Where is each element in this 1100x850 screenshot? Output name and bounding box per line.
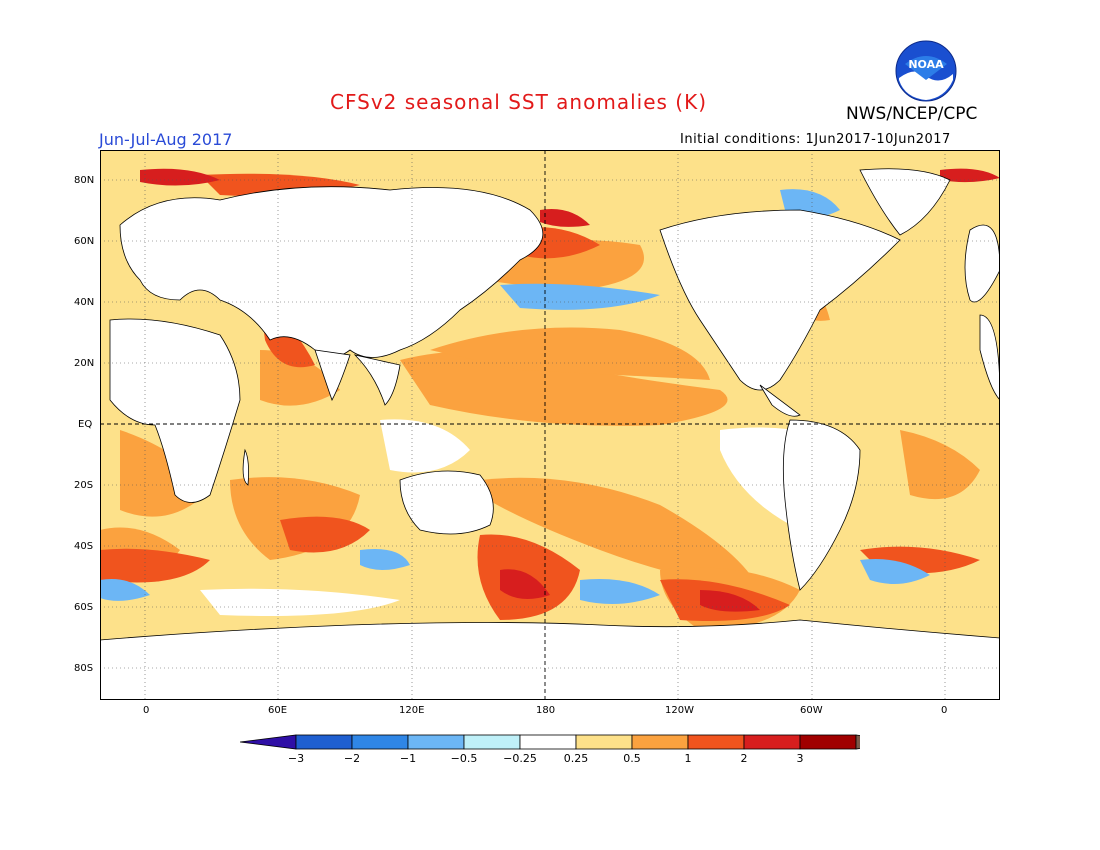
lat-label: 80N — [74, 175, 95, 186]
initial-conditions: Initial conditions: 1Jun2017-10Jun2017 — [680, 132, 951, 147]
lat-label: 20N — [74, 358, 95, 369]
lon-label: 180 — [536, 705, 556, 716]
lat-label: 60S — [74, 602, 94, 613]
colorbar-cell — [743, 734, 801, 750]
colorbar-label: −0.25 — [503, 752, 537, 765]
lat-label: 40S — [74, 541, 94, 552]
land-masses — [100, 168, 1000, 700]
colorbar-label: 0.25 — [563, 752, 589, 765]
colorbar-label: −1 — [399, 752, 417, 765]
lat-label: 40N — [74, 297, 95, 308]
lon-label: 0 — [143, 705, 150, 716]
lon-label: 120W — [665, 705, 694, 716]
cool-anomaly-regions — [100, 189, 930, 604]
svg-text:NOAA: NOAA — [908, 58, 944, 71]
colorbar-label: 2 — [740, 752, 748, 765]
colorbar-cell — [799, 734, 857, 750]
equator-dateline — [100, 150, 1000, 700]
colorbar-label: −3 — [287, 752, 305, 765]
forecast-period: Jun-Jul-Aug 2017 — [99, 130, 233, 149]
map-title: CFSv2 seasonal SST anomalies (K) — [330, 90, 707, 114]
colorbar-cell — [351, 734, 409, 750]
noaa-logo: NOAA — [895, 40, 957, 102]
colorbar-label: 0.5 — [623, 752, 641, 765]
colorbar-arrow-high — [855, 734, 860, 750]
lat-label: 20S — [74, 480, 94, 491]
colorbar-label: 3 — [796, 752, 804, 765]
colorbar-cell — [407, 734, 465, 750]
colorbar-label: −2 — [343, 752, 361, 765]
colorbar-cell — [687, 734, 745, 750]
lon-label: 60E — [268, 705, 288, 716]
lon-label: 60W — [800, 705, 823, 716]
lat-label: 60N — [74, 236, 95, 247]
lat-label: 80S — [74, 663, 94, 674]
lon-label: 120E — [399, 705, 425, 716]
colorbar-label: 1 — [684, 752, 692, 765]
sst-anomaly-map — [100, 150, 1000, 700]
colorbar-label: −0.5 — [450, 752, 478, 765]
colorbar-cell — [295, 734, 353, 750]
colorbar-arrow-low — [240, 734, 297, 750]
lon-label: 0 — [941, 705, 948, 716]
colorbar-cell — [519, 734, 577, 750]
colorbar-cell — [463, 734, 521, 750]
very-strong-warm-spots — [140, 168, 1000, 612]
colorbar-cell — [631, 734, 689, 750]
agency-label: NWS/NCEP/CPC — [846, 104, 978, 124]
colorbar-cell — [575, 734, 633, 750]
lat-label: EQ — [78, 419, 93, 430]
colorbar — [240, 734, 860, 750]
